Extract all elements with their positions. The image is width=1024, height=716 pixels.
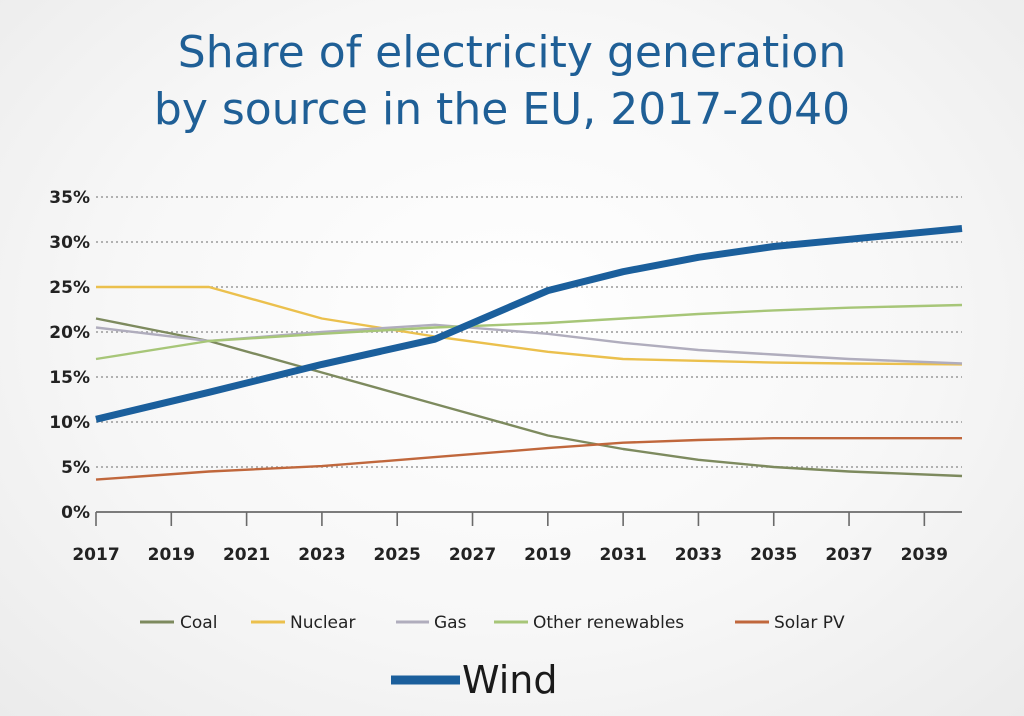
x-tick-label: 2037 <box>825 545 872 565</box>
legend: Coal Nuclear Gas Other renewables Solar PV Wi… <box>140 613 845 702</box>
chart-title: Share of electricity generation by sourc… <box>154 27 850 135</box>
x-tick-label: 2023 <box>298 545 345 565</box>
x-tick-label: 2025 <box>374 545 421 565</box>
series-line-other-renewables <box>95 303 963 361</box>
y-tick-label: 10% <box>49 413 90 433</box>
chart-title-line-1: Share of electricity generation <box>178 27 846 78</box>
legend-item-nuclear: Nuclear <box>251 613 355 633</box>
x-tick-label: 2021 <box>223 545 270 565</box>
legend-label: Coal <box>180 613 217 633</box>
x-tick-label: 2017 <box>72 545 119 565</box>
series-line-gas <box>95 323 963 365</box>
series-line-solar-pv <box>95 437 962 481</box>
x-tick-label: 2027 <box>449 545 496 565</box>
x-tick-label: 2039 <box>901 545 948 565</box>
axes: 0% 5% 10% 15% 20% 25% 30% 35% 2017 2019 2021 2023 20… <box>49 188 962 565</box>
x-tick-label: 2019 <box>148 545 195 565</box>
series-line-wind <box>95 225 963 423</box>
legend-label: Nuclear <box>290 613 355 633</box>
y-tick-label: 25% <box>49 278 90 298</box>
legend-item-wind: Wind <box>391 658 558 702</box>
y-tick-label: 0% <box>61 503 90 523</box>
legend-label: Other renewables <box>533 613 684 633</box>
legend-label: Solar PV <box>774 613 845 633</box>
x-tick-label: 2033 <box>675 545 722 565</box>
legend-item-gas: Gas <box>396 613 467 633</box>
y-tick-label: 30% <box>49 233 90 253</box>
legend-item-solar-pv: Solar PV <box>735 613 845 633</box>
legend-item-coal: Coal <box>140 613 217 633</box>
x-tick-label: 2019 <box>524 545 571 565</box>
x-tick-label: 2031 <box>599 545 646 565</box>
legend-label: Wind <box>462 658 558 702</box>
series-line-coal <box>95 317 963 478</box>
y-tick-label: 20% <box>49 323 90 343</box>
y-tick-label: 15% <box>49 368 90 388</box>
y-tick-label: 35% <box>49 188 90 208</box>
chart-title-line-2: by source in the EU, 2017-2040 <box>154 84 850 135</box>
plot-area <box>95 225 963 481</box>
y-tick-label: 5% <box>61 458 90 478</box>
x-tick-label: 2035 <box>750 545 797 565</box>
legend-item-other-renewables: Other renewables <box>494 613 684 633</box>
legend-label: Gas <box>434 613 467 633</box>
series-line-nuclear <box>96 285 963 366</box>
